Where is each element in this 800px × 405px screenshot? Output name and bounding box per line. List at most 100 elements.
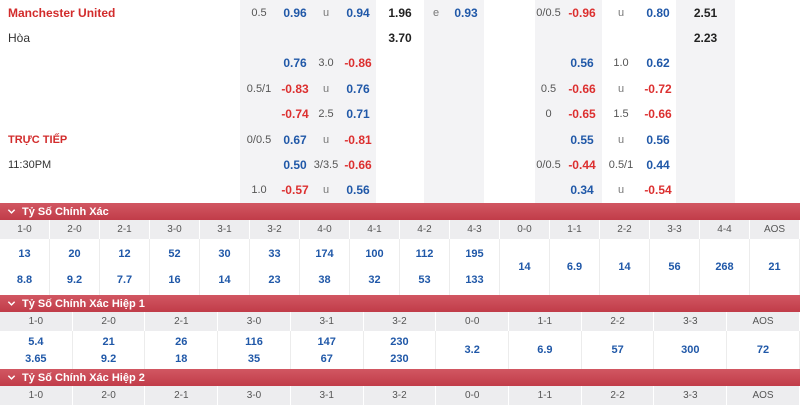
- score-odds-cell[interactable]: 6.9: [550, 239, 600, 295]
- score-odds-cell[interactable]: 116 35: [218, 331, 291, 369]
- odds-value[interactable]: 0.56: [570, 56, 594, 71]
- score-odds-cell[interactable]: 268: [700, 239, 750, 295]
- odds-value[interactable]: -0.44: [568, 157, 596, 172]
- odds-value[interactable]: 23: [268, 274, 281, 286]
- home-team-name[interactable]: Manchester United: [8, 5, 116, 20]
- odds-value[interactable]: 0.55: [570, 132, 594, 147]
- score-odds-cell[interactable]: 3.2: [436, 331, 510, 369]
- odds-value[interactable]: 53: [418, 274, 431, 286]
- odds-value[interactable]: 100: [365, 248, 384, 260]
- score-odds-cell[interactable]: 21 9.2: [73, 331, 146, 369]
- odds-value[interactable]: 5.4: [28, 335, 44, 348]
- score-odds-cell[interactable]: 33 23: [250, 239, 300, 295]
- odds-value[interactable]: 0.56: [346, 183, 370, 198]
- odds-value[interactable]: -0.66: [344, 157, 372, 172]
- chevron-down-icon[interactable]: [7, 299, 16, 308]
- score-odds-cell[interactable]: 174 38: [300, 239, 350, 295]
- odds-value[interactable]: 16: [168, 274, 181, 286]
- score-odds-cell[interactable]: 112 53: [400, 239, 450, 295]
- odds-value[interactable]: -0.86: [344, 56, 372, 71]
- odds-value[interactable]: 30: [218, 248, 231, 260]
- odds-value[interactable]: 0.62: [646, 56, 670, 71]
- odds-value[interactable]: 21: [102, 335, 115, 348]
- score-odds-cell[interactable]: 20 9.2: [50, 239, 100, 295]
- odds-value[interactable]: -0.57: [281, 183, 309, 198]
- odds-value[interactable]: 33: [268, 248, 281, 260]
- odds-value[interactable]: 72: [756, 344, 770, 356]
- odds-value[interactable]: 14: [518, 261, 531, 273]
- chevron-down-icon[interactable]: [7, 373, 16, 382]
- odds-value[interactable]: 133: [465, 274, 484, 286]
- odds-value[interactable]: 0.67: [283, 132, 307, 147]
- score-odds-cell[interactable]: 14: [600, 239, 650, 295]
- odds-value[interactable]: 9.2: [66, 274, 83, 286]
- score-odds-cell[interactable]: 21: [750, 239, 800, 295]
- odds-value[interactable]: 26: [175, 335, 188, 348]
- score-odds-cell[interactable]: 52 16: [150, 239, 200, 295]
- score-odds-cell[interactable]: 26 18: [145, 331, 219, 369]
- score-odds-cell[interactable]: 12 7.7: [100, 239, 150, 295]
- odds-value[interactable]: 1.96: [388, 5, 412, 20]
- odds-value[interactable]: 174: [315, 248, 334, 260]
- odds-value[interactable]: 9.2: [100, 352, 117, 365]
- score-odds-cell[interactable]: 5.4 3.65: [0, 331, 73, 369]
- odds-value[interactable]: 20: [68, 248, 81, 260]
- odds-value[interactable]: 0.56: [646, 132, 670, 147]
- section-header[interactable]: Tỷ Số Chính Xác: [0, 203, 800, 220]
- odds-value[interactable]: 14: [618, 261, 631, 273]
- odds-value[interactable]: 21: [768, 261, 781, 273]
- odds-value[interactable]: 57: [611, 344, 624, 356]
- section-header[interactable]: Tỷ Số Chính Xác Hiệp 1: [0, 295, 800, 312]
- odds-value[interactable]: 2.51: [693, 5, 718, 20]
- odds-value[interactable]: 0.44: [646, 157, 670, 172]
- odds-value[interactable]: 67: [320, 352, 333, 365]
- odds-value[interactable]: 3.65: [25, 352, 47, 365]
- score-odds-cell[interactable]: 13 8.8: [0, 239, 50, 295]
- odds-value[interactable]: -0.66: [568, 81, 596, 96]
- odds-value[interactable]: -0.54: [644, 183, 672, 198]
- odds-value[interactable]: -0.66: [644, 107, 672, 122]
- odds-value[interactable]: -0.72: [644, 81, 672, 96]
- odds-value[interactable]: 8.8: [16, 274, 33, 286]
- section-header[interactable]: Tỷ Số Chính Xác Hiệp 2: [0, 369, 800, 386]
- odds-value[interactable]: 300: [681, 344, 700, 356]
- odds-value[interactable]: -0.96: [568, 5, 596, 20]
- odds-value[interactable]: 52: [168, 248, 181, 260]
- odds-value[interactable]: 0.96: [283, 5, 307, 20]
- odds-value[interactable]: 0.76: [346, 81, 370, 96]
- score-odds-cell[interactable]: 57: [582, 331, 655, 369]
- odds-value[interactable]: 6.9: [566, 261, 583, 273]
- odds-value[interactable]: -0.65: [568, 107, 596, 122]
- chevron-down-icon[interactable]: [7, 207, 16, 216]
- odds-value[interactable]: 38: [318, 274, 331, 286]
- score-odds-cell[interactable]: 72: [727, 331, 800, 369]
- score-odds-cell[interactable]: 147 67: [291, 331, 364, 369]
- odds-value[interactable]: 13: [18, 248, 31, 260]
- score-odds-cell[interactable]: 230 230: [364, 331, 437, 369]
- odds-value[interactable]: 230: [390, 335, 409, 348]
- score-odds-cell[interactable]: 6.9: [509, 331, 582, 369]
- score-odds-cell[interactable]: 195 133: [450, 239, 500, 295]
- odds-value[interactable]: 116: [245, 335, 263, 348]
- odds-value[interactable]: 230: [390, 352, 409, 365]
- odds-value[interactable]: 147: [317, 335, 336, 348]
- odds-value[interactable]: 195: [465, 248, 484, 260]
- score-odds-cell[interactable]: 30 14: [200, 239, 250, 295]
- odds-value[interactable]: 6.9: [537, 344, 553, 356]
- odds-value[interactable]: 0.80: [646, 5, 670, 20]
- score-odds-cell[interactable]: 14: [500, 239, 550, 295]
- odds-value[interactable]: 0.34: [570, 183, 594, 198]
- odds-value[interactable]: -0.83: [281, 81, 309, 96]
- odds-value[interactable]: 0.50: [283, 157, 307, 172]
- odds-value[interactable]: 14: [218, 274, 231, 286]
- odds-value[interactable]: 56: [668, 261, 681, 273]
- odds-value[interactable]: 7.7: [116, 274, 133, 286]
- odds-value[interactable]: 35: [247, 352, 261, 365]
- odds-value[interactable]: 0.94: [346, 5, 370, 20]
- odds-value[interactable]: 3.2: [464, 344, 480, 356]
- odds-value[interactable]: 2.23: [693, 31, 718, 46]
- odds-value[interactable]: 18: [175, 352, 188, 365]
- odds-value[interactable]: 0.71: [346, 107, 370, 122]
- odds-value[interactable]: -0.81: [344, 132, 372, 147]
- score-odds-cell[interactable]: 56: [650, 239, 700, 295]
